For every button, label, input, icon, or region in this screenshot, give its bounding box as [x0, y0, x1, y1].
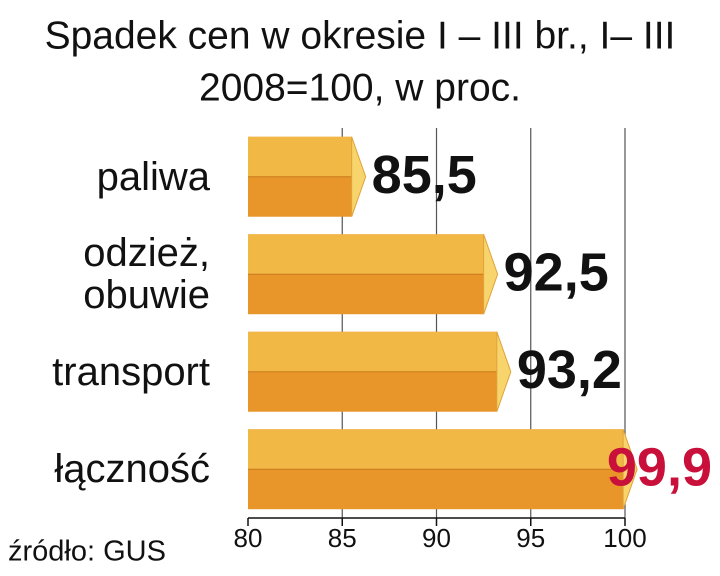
category-label: łączność	[54, 447, 210, 492]
x-tick-label: 100	[603, 523, 646, 553]
category-label: transport	[52, 349, 210, 394]
bar-cap	[351, 136, 367, 217]
bar-highlight	[248, 136, 352, 177]
value-label: 99,9	[607, 438, 712, 498]
chart-subtitle: 2008=100, w proc.	[199, 66, 521, 109]
bar-cap	[496, 331, 512, 412]
category-label: odzież, obuwie	[83, 231, 210, 318]
bar-cap	[622, 429, 638, 510]
x-tick-label: 90	[422, 523, 451, 553]
value-label: 85,5	[372, 145, 477, 205]
bar-highlight	[248, 331, 497, 372]
bar-highlight	[248, 429, 624, 470]
x-tick-label: 80	[234, 523, 263, 553]
value-label: 93,2	[517, 340, 622, 400]
value-label: 92,5	[504, 243, 609, 303]
bar-cap	[483, 234, 499, 315]
x-tick-label: 85	[328, 523, 357, 553]
category-label: paliwa	[96, 154, 210, 199]
bar-highlight	[248, 234, 484, 275]
source-note: źródło: GUS	[8, 536, 166, 568]
x-tick-label: 95	[516, 523, 545, 553]
chart-title: Spadek cen w okresie I – III br., I– III	[45, 14, 676, 57]
